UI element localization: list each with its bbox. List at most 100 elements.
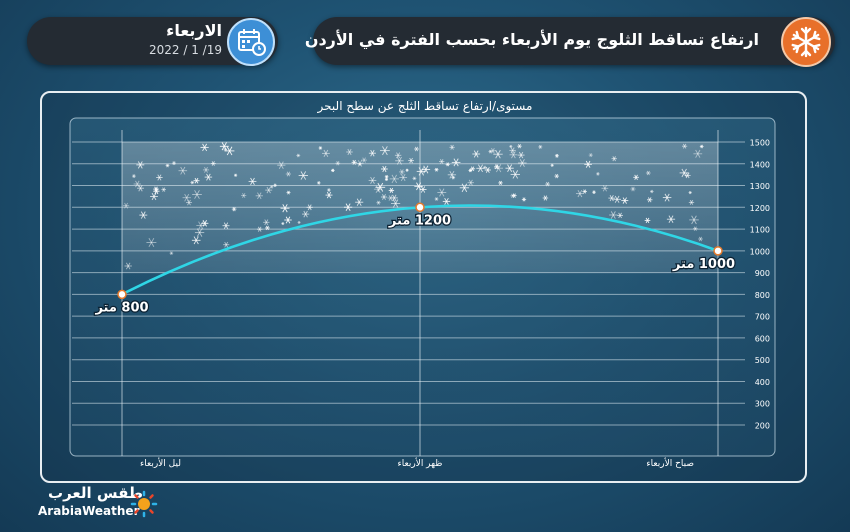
snowflake-icon [178,166,188,175]
snowflake-icon [277,161,286,169]
snowflake-icon [575,189,584,198]
snowflake-icon [131,174,136,178]
snowflake-icon [505,164,514,172]
snowflake-icon [265,225,270,231]
x-tick-label: ليل الأربعاء [140,457,181,469]
snowflake-icon [521,197,527,202]
snowflake-icon [408,157,415,164]
snowflake-icon [434,167,439,172]
snowflake-icon [190,180,195,185]
snowflake-icon [510,170,520,179]
snowflake-icon [445,162,450,167]
snowflake-icon [265,186,273,194]
snowflake-icon [191,236,201,245]
snowflake-icon [681,143,688,149]
snowflake-icon [204,173,213,181]
snowflake-icon [146,237,157,248]
snowflake-icon [498,180,503,186]
snowflake-icon [484,167,491,173]
snowflake-icon [517,151,525,159]
snowflake-icon [373,185,383,194]
snowflake-icon [343,203,353,212]
snowflake-icon [331,168,335,173]
snowflake-icon [613,195,621,203]
y-tick-label: 900 [755,269,770,278]
calendar-clock-icon [227,18,275,66]
snowflake-icon [156,174,163,181]
snowflake-icon [699,144,704,149]
snowflake-icon [355,198,364,206]
y-tick-label: 1500 [750,139,770,148]
snowflake-icon [554,153,559,158]
snowflake-icon [542,195,549,201]
snowflake-icon [688,190,692,195]
snowflake-icon [646,197,653,203]
y-tick-label: 1200 [750,204,770,213]
snowflake-icon [649,189,654,194]
y-tick-label: 1400 [750,160,770,169]
snowflake-icon [518,159,527,167]
snowflake-icon [608,194,616,202]
snowflake-icon [182,193,191,202]
snowflake-icon [584,160,592,168]
snowflake-icon [550,163,554,167]
snowflake-icon [494,164,504,173]
y-tick-label: 800 [755,291,770,300]
snowflake-icon [447,170,457,179]
snowflake-icon [302,210,310,218]
snowflake-icon [391,199,401,208]
data-label: 800 متر [94,300,148,315]
snowflake-icon [644,217,651,224]
snowflake-icon [231,206,237,212]
brand-logo: طقس العرب ArabiaWeather [38,484,158,524]
snowflake-icon [438,159,445,165]
arabiaweather-sun-icon [130,490,158,518]
data-point [415,202,425,213]
snowflake-icon [375,182,386,192]
snowflake-icon [781,17,831,67]
snowflake-icon [280,204,290,213]
snowflake-icon [346,148,353,156]
y-tick-label: 500 [755,356,770,365]
data-point [713,246,723,256]
snowflake-icon [509,144,513,148]
snowflake-icon [509,151,518,159]
data-point [117,289,127,300]
snowflake-icon [256,226,263,232]
snowflake-icon [219,142,229,151]
snowflake-icon [689,215,699,225]
snowflake-icon [405,168,409,172]
snowflake-icon [255,192,263,200]
snowflake-icon [273,183,277,188]
snowflake-icon [325,191,333,199]
snowflake-icon [234,173,238,177]
snowflake-icon [171,161,177,166]
snowflake-icon [399,169,405,175]
brand-english: ArabiaWeather [38,504,140,518]
snowflake-icon [666,215,676,223]
snowflake-icon [124,262,132,270]
brand-arabic: طقس العرب [48,484,143,502]
snowflake-icon [421,165,431,174]
snowflake-icon [692,226,698,231]
snowflake-icon [621,197,629,204]
snowflake-icon [222,222,230,229]
date-label: 2022 / 1 /19 [149,43,222,57]
snowflake-icon [588,153,593,158]
snowflake-icon [538,144,543,149]
snowflake-icon [150,192,158,201]
snowflake-icon [384,175,389,179]
snowflake-icon [193,177,200,184]
snowflake-icon [381,165,388,173]
snowflake-icon [136,184,145,192]
snowflake-icon [306,204,313,211]
snowflake-icon [419,186,427,193]
snowflake-icon [285,171,292,177]
snowflake-icon [248,177,257,186]
snowflake-icon [412,176,417,181]
snowflake-icon [380,194,388,200]
snowflake-icon [376,200,381,205]
snowflake-icon [298,171,308,180]
y-tick-label: 300 [755,400,770,409]
